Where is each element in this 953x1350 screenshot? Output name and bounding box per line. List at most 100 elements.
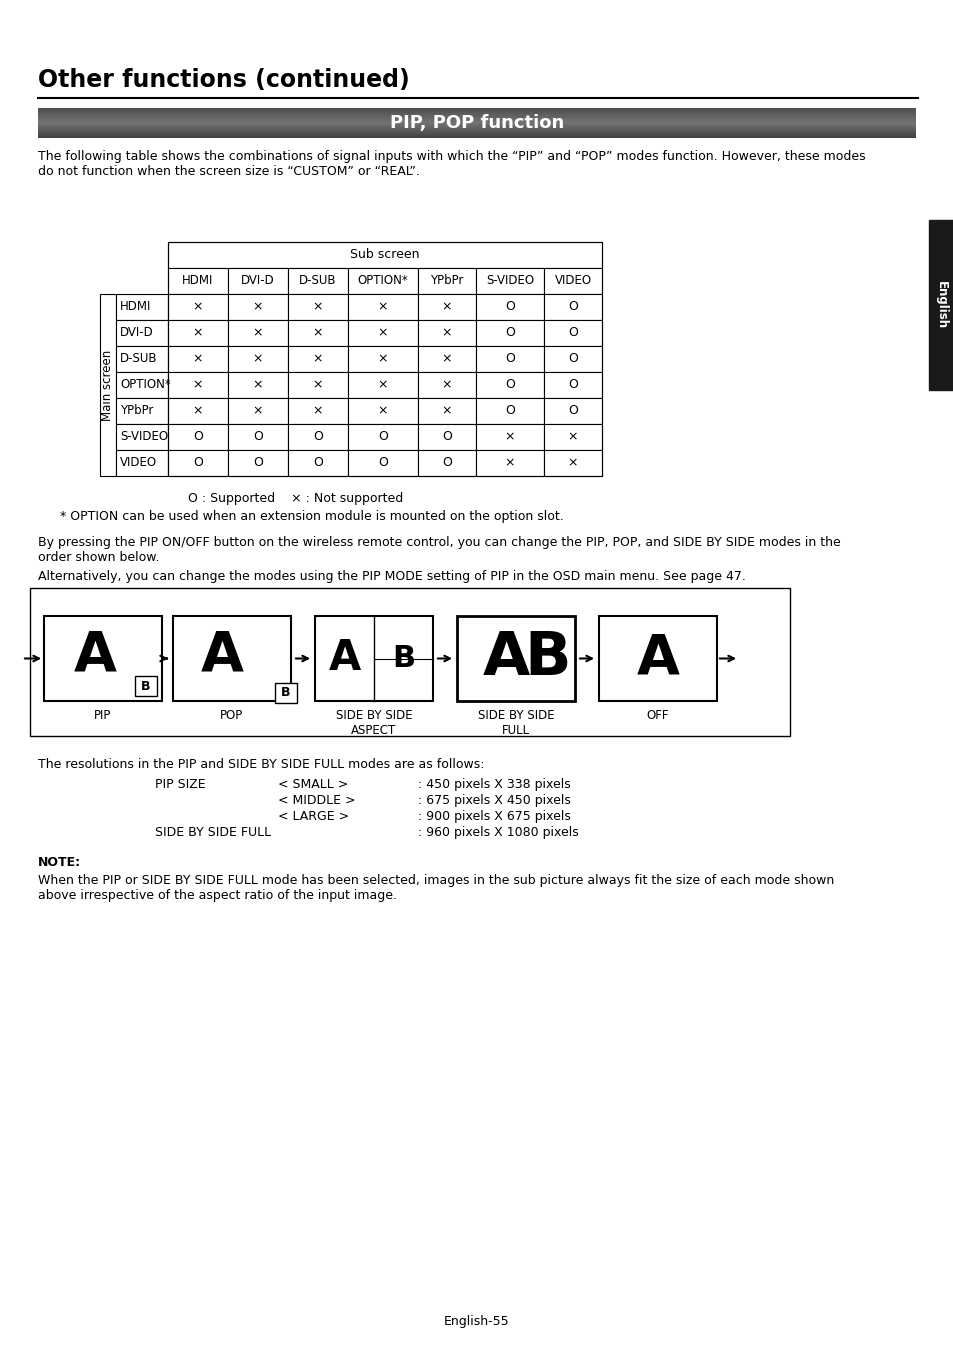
Bar <box>228 269 288 294</box>
Bar <box>476 373 543 398</box>
Bar <box>476 269 543 294</box>
Text: O: O <box>567 378 578 392</box>
Bar <box>116 294 168 320</box>
Bar <box>543 346 601 373</box>
Bar <box>274 683 296 703</box>
Bar <box>116 320 168 346</box>
Bar <box>116 424 168 450</box>
Text: YPbPr: YPbPr <box>120 405 153 417</box>
Text: POP: POP <box>220 709 243 722</box>
Text: SIDE BY SIDE FULL: SIDE BY SIDE FULL <box>154 826 271 838</box>
Text: HDMI: HDMI <box>182 274 213 288</box>
Text: ×: × <box>441 352 452 366</box>
Text: ×: × <box>313 327 323 339</box>
Text: O: O <box>313 431 323 444</box>
Text: English: English <box>934 281 947 329</box>
Bar <box>168 320 228 346</box>
Bar <box>348 398 417 424</box>
Text: OPTION*: OPTION* <box>357 274 408 288</box>
Bar <box>168 424 228 450</box>
Bar <box>168 242 601 477</box>
Text: S-VIDEO: S-VIDEO <box>120 431 168 444</box>
Text: ×: × <box>504 456 515 470</box>
Text: < LARGE >: < LARGE > <box>277 810 349 824</box>
Text: ×: × <box>377 378 388 392</box>
Bar <box>543 294 601 320</box>
Bar <box>168 450 228 477</box>
Text: By pressing the PIP ON/OFF button on the wireless remote control, you can change: By pressing the PIP ON/OFF button on the… <box>38 536 840 564</box>
Text: Sub screen: Sub screen <box>350 248 419 262</box>
Bar <box>172 616 291 701</box>
Text: O: O <box>253 431 263 444</box>
Text: PIP SIZE: PIP SIZE <box>154 778 206 791</box>
Text: O: O <box>253 456 263 470</box>
Text: ×: × <box>193 301 203 313</box>
Text: VIDEO: VIDEO <box>120 456 157 470</box>
Text: ×: × <box>567 431 578 444</box>
Text: ×: × <box>313 405 323 417</box>
Text: ×: × <box>193 327 203 339</box>
Bar <box>348 373 417 398</box>
Bar <box>417 398 476 424</box>
Text: O: O <box>377 431 388 444</box>
Bar <box>543 320 601 346</box>
Text: O: O <box>504 301 515 313</box>
Text: : 450 pixels X 338 pixels: : 450 pixels X 338 pixels <box>417 778 570 791</box>
Bar <box>288 294 348 320</box>
Text: ×: × <box>377 327 388 339</box>
Bar <box>543 398 601 424</box>
Text: ×: × <box>313 352 323 366</box>
Bar <box>44 616 162 701</box>
Bar <box>417 424 476 450</box>
Text: B: B <box>141 679 151 693</box>
Bar <box>288 398 348 424</box>
Text: O: O <box>567 352 578 366</box>
Text: O: O <box>193 456 203 470</box>
Bar <box>116 346 168 373</box>
Bar <box>476 398 543 424</box>
Bar <box>417 450 476 477</box>
Bar <box>928 220 953 390</box>
Bar <box>228 346 288 373</box>
Text: * OPTION can be used when an extension module is mounted on the option slot.: * OPTION can be used when an extension m… <box>60 510 563 522</box>
Bar <box>417 269 476 294</box>
Text: YPbPr: YPbPr <box>430 274 463 288</box>
Text: : 960 pixels X 1080 pixels: : 960 pixels X 1080 pixels <box>417 826 578 838</box>
Text: ×: × <box>377 405 388 417</box>
Bar <box>168 398 228 424</box>
Text: A: A <box>482 629 529 688</box>
Text: DVI-D: DVI-D <box>241 274 274 288</box>
Bar <box>228 450 288 477</box>
Bar <box>168 346 228 373</box>
Bar <box>288 269 348 294</box>
Text: A: A <box>73 629 116 683</box>
Text: O: O <box>504 378 515 392</box>
Text: ×: × <box>313 378 323 392</box>
Text: O: O <box>313 456 323 470</box>
Bar <box>30 589 789 736</box>
Text: ×: × <box>193 405 203 417</box>
Text: O : Supported    × : Not supported: O : Supported × : Not supported <box>188 491 403 505</box>
Text: The following table shows the combinations of signal inputs with which the “PIP”: The following table shows the combinatio… <box>38 150 864 178</box>
Text: O: O <box>504 352 515 366</box>
Bar <box>288 424 348 450</box>
Bar <box>543 269 601 294</box>
Text: : 900 pixels X 675 pixels: : 900 pixels X 675 pixels <box>417 810 570 824</box>
Bar <box>348 346 417 373</box>
Text: HDMI: HDMI <box>120 301 152 313</box>
Text: ×: × <box>441 405 452 417</box>
Bar <box>456 616 575 701</box>
Text: ×: × <box>253 301 263 313</box>
Bar <box>417 294 476 320</box>
Bar <box>476 450 543 477</box>
Text: ×: × <box>504 431 515 444</box>
Text: ×: × <box>253 352 263 366</box>
Bar <box>417 346 476 373</box>
Text: S-VIDEO: S-VIDEO <box>485 274 534 288</box>
Bar <box>168 269 228 294</box>
Text: When the PIP or SIDE BY SIDE FULL mode has been selected, images in the sub pict: When the PIP or SIDE BY SIDE FULL mode h… <box>38 873 833 902</box>
Text: PIP: PIP <box>94 709 112 722</box>
Text: SIDE BY SIDE
FULL: SIDE BY SIDE FULL <box>477 709 554 737</box>
Text: The resolutions in the PIP and SIDE BY SIDE FULL modes are as follows:: The resolutions in the PIP and SIDE BY S… <box>38 757 484 771</box>
Text: ×: × <box>567 456 578 470</box>
